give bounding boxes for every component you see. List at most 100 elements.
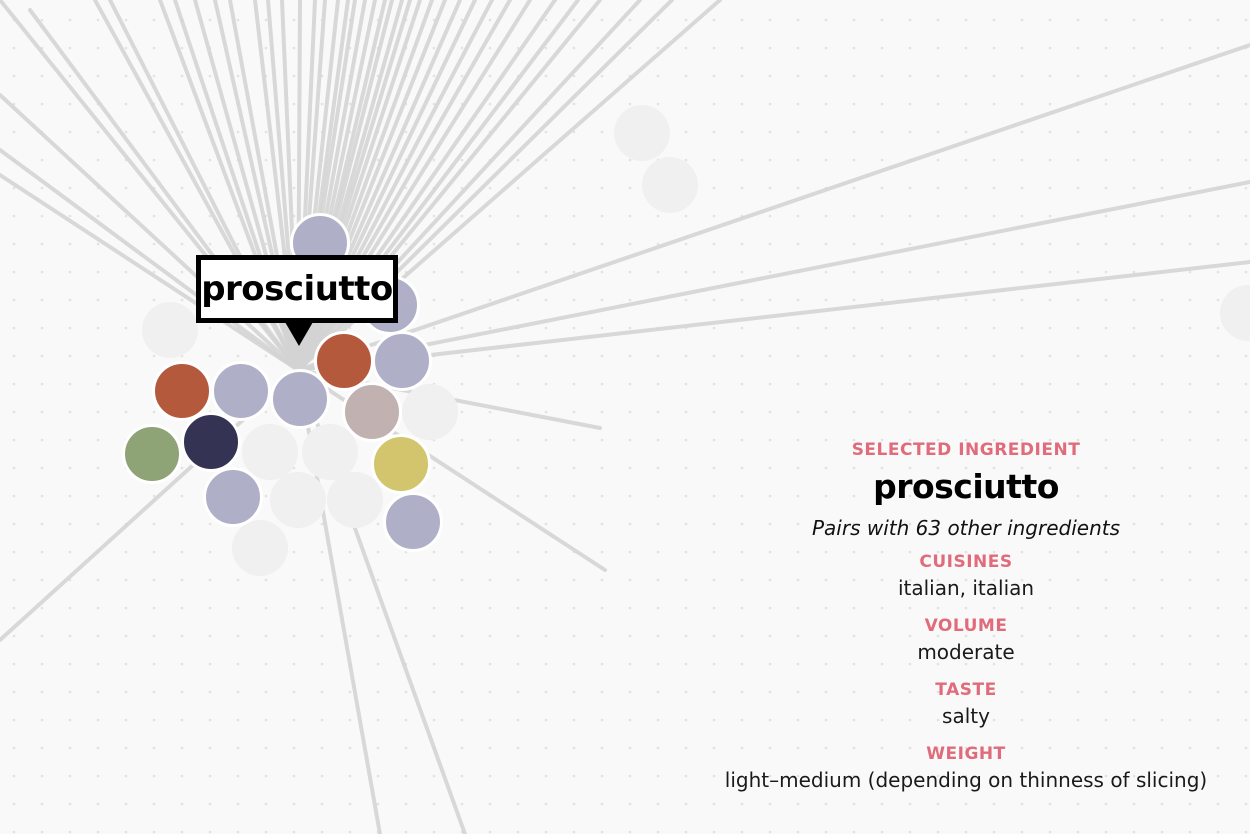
grid-dot: [1160, 186, 1164, 190]
grid-dot: [432, 466, 436, 470]
grid-dot: [488, 690, 492, 694]
grid-dot: [824, 606, 828, 610]
grid-dot: [852, 690, 856, 694]
grid-dot: [712, 578, 716, 582]
grid-dot: [964, 158, 968, 162]
grid-dot: [740, 242, 744, 246]
grid-dot: [1216, 214, 1220, 218]
grid-dot: [1048, 690, 1052, 694]
grid-dot: [488, 634, 492, 638]
grid-dot: [1104, 326, 1108, 330]
grid-dot: [40, 522, 44, 526]
grid-dot: [572, 634, 576, 638]
grid-dot: [1104, 354, 1108, 358]
grid-dot: [180, 718, 184, 722]
grid-dot: [628, 494, 632, 498]
grid-dot: [824, 746, 828, 750]
grid-dot: [152, 662, 156, 666]
grid-dot: [432, 242, 436, 246]
grid-dot: [1048, 214, 1052, 218]
grid-dot: [12, 830, 16, 834]
grid-dot: [124, 410, 128, 414]
grid-dot: [712, 186, 716, 190]
grid-dot: [1132, 214, 1136, 218]
grid-dot: [712, 438, 716, 442]
grid-dot: [740, 18, 744, 22]
grid-dot: [516, 242, 520, 246]
grid-dot: [936, 18, 940, 22]
grid-dot: [628, 746, 632, 750]
grid-dot: [460, 242, 464, 246]
grid-dot: [1160, 690, 1164, 694]
grid-dot: [712, 802, 716, 806]
grid-dot: [488, 298, 492, 302]
grid-dot: [1188, 158, 1192, 162]
grid-dot: [628, 662, 632, 666]
grid-dot: [768, 606, 772, 610]
grid-dot: [656, 438, 660, 442]
grid-dot: [376, 606, 380, 610]
grid-dot: [1048, 774, 1052, 778]
grid-dot: [320, 690, 324, 694]
grid-dot: [124, 214, 128, 218]
grid-dot: [908, 634, 912, 638]
grid-dot: [628, 410, 632, 414]
grid-dot: [684, 550, 688, 554]
grid-dot: [292, 158, 296, 162]
grid-dot: [1076, 270, 1080, 274]
grid-dot: [1132, 158, 1136, 162]
grid-dot: [628, 606, 632, 610]
pairing-link: [296, 43, 1250, 372]
grid-dot: [208, 578, 212, 582]
grid-dot: [1048, 298, 1052, 302]
grid-dot: [1104, 46, 1108, 50]
grid-dot: [460, 18, 464, 22]
grid-dot: [992, 354, 996, 358]
grid-dot: [1048, 158, 1052, 162]
grid-dot: [684, 214, 688, 218]
grid-dot: [656, 550, 660, 554]
grid-dot: [1244, 18, 1248, 22]
grid-dot: [292, 746, 296, 750]
grid-dot: [1076, 242, 1080, 246]
grid-dot: [600, 242, 604, 246]
grid-dot: [124, 74, 128, 78]
grid-dot: [12, 298, 16, 302]
grid-dot: [1132, 550, 1136, 554]
ingredient-node: [152, 361, 212, 421]
grid-dot: [600, 382, 604, 386]
pairs-count-text: Pairs with 63 other ingredients: [811, 516, 1121, 540]
grid-dot: [320, 662, 324, 666]
grid-dot: [1104, 102, 1108, 106]
grid-dot: [852, 130, 856, 134]
grid-dot: [432, 578, 436, 582]
grid-dot: [516, 438, 520, 442]
grid-dot: [292, 46, 296, 50]
ingredient-node: [314, 331, 374, 391]
grid-dot: [1020, 746, 1024, 750]
grid-dot: [824, 830, 828, 834]
grid-dot: [1132, 18, 1136, 22]
grid-dot: [40, 298, 44, 302]
grid-dot: [404, 130, 408, 134]
grid-dot: [992, 74, 996, 78]
grid-dot: [432, 270, 436, 274]
grid-dot: [824, 242, 828, 246]
grid-dot: [544, 830, 548, 834]
grid-dot: [628, 186, 632, 190]
grid-dot: [12, 746, 16, 750]
grid-dot: [1244, 382, 1248, 386]
grid-dot: [1160, 774, 1164, 778]
grid-dot: [152, 774, 156, 778]
grid-dot: [404, 634, 408, 638]
grid-dot: [964, 18, 968, 22]
grid-dot: [684, 298, 688, 302]
grid-dot: [964, 746, 968, 750]
grid-dot: [1244, 550, 1248, 554]
grid-dot: [628, 354, 632, 358]
grid-dot: [656, 802, 660, 806]
grid-dot: [68, 270, 72, 274]
grid-dot: [404, 606, 408, 610]
grid-dot: [852, 550, 856, 554]
grid-dot: [208, 830, 212, 834]
